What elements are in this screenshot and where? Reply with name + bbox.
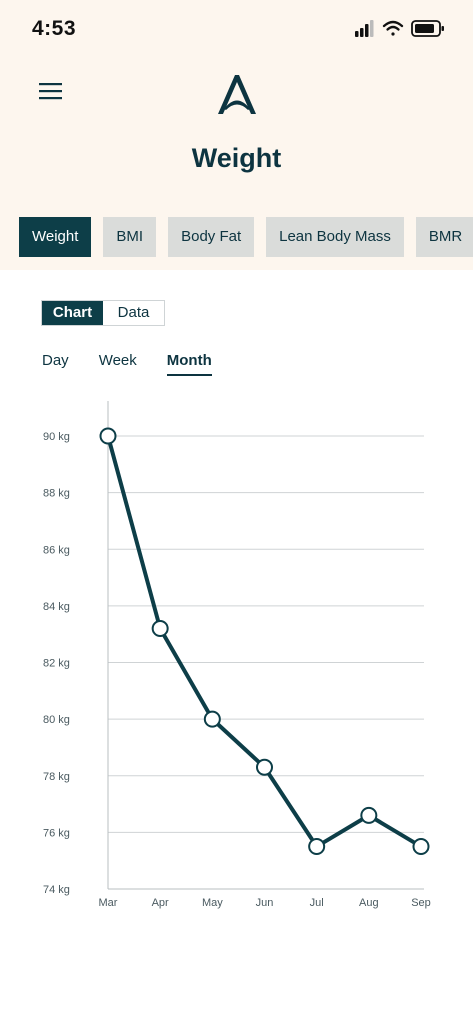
tab-body-fat[interactable]: Body Fat bbox=[168, 217, 255, 257]
status-time: 4:53 bbox=[32, 17, 77, 40]
metric-tabs: Weight BMI Body Fat Lean Body Mass BMR bbox=[19, 217, 473, 257]
data-toggle-button[interactable]: Data bbox=[117, 304, 150, 321]
y-tick-label: 86 kg bbox=[43, 544, 70, 556]
data-point-aug bbox=[360, 806, 378, 824]
battery-icon bbox=[411, 20, 444, 37]
y-tick-label: 78 kg bbox=[43, 771, 70, 783]
view-toggle: Chart Data bbox=[41, 300, 165, 326]
period-week[interactable]: Week bbox=[98, 352, 137, 369]
period-month[interactable]: Month bbox=[166, 352, 212, 376]
y-tick-label: 82 kg bbox=[43, 658, 70, 670]
y-tick-label: 90 kg bbox=[43, 431, 70, 443]
data-point-jun bbox=[256, 758, 273, 776]
hamburger-menu-icon[interactable] bbox=[38, 80, 66, 106]
page-title: Weight bbox=[191, 143, 282, 173]
y-tick-label: 76 kg bbox=[43, 827, 70, 839]
tab-bmi[interactable]: BMI bbox=[103, 217, 157, 257]
weight-series-line bbox=[106, 434, 423, 849]
data-point-may bbox=[203, 710, 221, 728]
data-point-mar bbox=[99, 427, 117, 445]
tab-weight[interactable]: Weight bbox=[19, 217, 92, 257]
tab-lean-body-mass[interactable]: Lean Body Mass bbox=[266, 217, 404, 257]
x-tick-label: May bbox=[202, 897, 223, 909]
x-tick-label: Aug bbox=[359, 897, 379, 909]
period-day[interactable]: Day bbox=[42, 352, 69, 369]
y-tick-label: 84 kg bbox=[43, 601, 70, 613]
wifi-icon bbox=[382, 20, 404, 36]
header-area: 4:53 bbox=[0, 0, 473, 270]
period-selector: Day Week Month bbox=[42, 352, 242, 376]
app-logo-icon bbox=[215, 72, 259, 121]
y-tick-label: 74 kg bbox=[43, 884, 70, 896]
y-tick-label: 88 kg bbox=[43, 488, 70, 500]
tab-bmr[interactable]: BMR bbox=[415, 217, 473, 257]
x-tick-label: Apr bbox=[152, 897, 169, 909]
x-tick-label: Mar bbox=[99, 897, 118, 909]
data-point-apr bbox=[151, 620, 169, 638]
x-tick-label: Jul bbox=[310, 897, 324, 909]
signal-icon bbox=[355, 20, 374, 37]
y-tick-label: 80 kg bbox=[43, 714, 70, 726]
data-point-sep bbox=[412, 838, 430, 856]
chart-toggle-button[interactable]: Chart bbox=[42, 301, 103, 325]
status-icons bbox=[355, 18, 455, 45]
x-tick-label: Jun bbox=[256, 897, 274, 909]
x-tick-label: Sep bbox=[411, 897, 431, 909]
weight-line-chart: 90 kg 88 kg 86 kg 84 kg 82 kg 80 kg 78 kg 76 kg… bbox=[43, 401, 431, 909]
data-point-jul bbox=[308, 838, 326, 856]
